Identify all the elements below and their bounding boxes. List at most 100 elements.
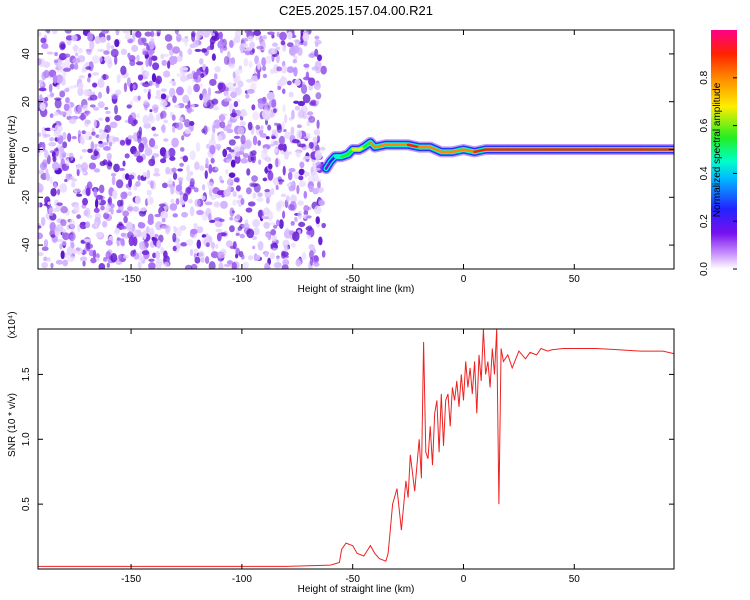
spectrogram-xtick-label: 0 (461, 274, 467, 285)
noise-blob (286, 42, 294, 48)
noise-blob (65, 97, 70, 104)
noise-blob (39, 81, 43, 87)
noise-blob (276, 31, 280, 38)
noise-blob (62, 232, 70, 241)
colorbar-tick-label: 0.0 (699, 262, 710, 276)
noise-blob (102, 220, 108, 228)
noise-blob (145, 57, 150, 68)
noise-blob (280, 193, 287, 198)
noise-blob (203, 125, 208, 135)
noise-blob (278, 135, 285, 145)
noise-blob (261, 57, 267, 67)
noise-blob (57, 61, 66, 70)
noise-blob (112, 189, 118, 200)
noise-blob (283, 113, 288, 124)
noise-blob (261, 109, 270, 120)
noise-blob (81, 67, 85, 73)
noise-blob (48, 83, 53, 93)
noise-blob (264, 251, 269, 258)
noise-blob (232, 82, 237, 87)
noise-blob (150, 37, 155, 45)
noise-blob (184, 264, 193, 269)
noise-blob (229, 225, 235, 233)
noise-blob (120, 191, 128, 200)
noise-blob (173, 104, 181, 108)
signal-trace-segment (462, 148, 476, 154)
noise-blob (122, 160, 126, 167)
noise-blob (47, 201, 51, 206)
noise-blob (233, 101, 239, 108)
noise-blob (306, 144, 310, 149)
noise-blob (253, 30, 262, 37)
noise-blob (46, 51, 54, 55)
noise-blob (114, 39, 120, 48)
noise-blob (217, 251, 226, 259)
noise-blob (170, 198, 175, 204)
noise-blob (247, 201, 256, 207)
noise-blob (155, 221, 163, 231)
noise-blob (308, 185, 314, 193)
noise-blob (288, 151, 292, 155)
noise-blob (136, 54, 140, 62)
noise-blob (295, 150, 301, 158)
noise-blob (162, 53, 170, 57)
snr-xtick-label: 50 (569, 574, 581, 585)
noise-blob (116, 179, 124, 189)
noise-blob (82, 104, 89, 112)
noise-blob (78, 75, 85, 79)
spectrogram-x-axis-label: Height of straight line (km) (298, 284, 415, 295)
noise-blob (267, 170, 274, 181)
noise-blob (136, 155, 144, 163)
noise-blob (41, 71, 47, 81)
noise-blob (283, 149, 290, 160)
noise-blob (234, 154, 241, 164)
noise-blob (54, 51, 58, 57)
noise-blob (186, 164, 190, 174)
noise-blob (90, 257, 97, 264)
noise-blob (194, 75, 202, 83)
noise-blob (266, 197, 270, 204)
noise-blob (64, 178, 68, 183)
noise-blob (246, 228, 255, 239)
noise-blob (193, 248, 199, 254)
snr-frame (37, 328, 675, 570)
noise-blob (137, 222, 146, 229)
noise-blob (163, 250, 168, 259)
noise-blob (184, 38, 189, 47)
noise-blob (144, 71, 150, 77)
noise-blob (312, 136, 318, 143)
noise-blob (60, 219, 67, 227)
noise-blob (196, 239, 201, 249)
noise-blob (65, 87, 70, 93)
noise-blob (235, 232, 240, 236)
noise-blob (214, 220, 223, 228)
noise-blob (168, 147, 176, 158)
noise-blob (312, 187, 319, 195)
noise-blob (147, 115, 156, 124)
noise-blob (133, 252, 140, 260)
noise-blob (309, 250, 314, 260)
noise-blob (163, 261, 170, 268)
noise-blob (78, 82, 84, 90)
noise-blob (198, 58, 204, 65)
noise-blob (98, 134, 105, 141)
noise-blob (89, 94, 98, 101)
noise-blob (137, 74, 144, 81)
noise-blob (120, 48, 128, 56)
noise-blob (306, 120, 311, 127)
noise-blob (135, 61, 144, 66)
noise-blob (269, 247, 278, 251)
noise-blob (49, 176, 54, 185)
noise-blob (189, 171, 194, 176)
noise-blob (111, 93, 119, 100)
noise-blob (267, 31, 275, 35)
noise-blob (114, 89, 122, 96)
noise-blob (168, 87, 176, 98)
noise-blob (48, 141, 57, 147)
noise-blob (264, 188, 270, 193)
noise-blob (212, 124, 216, 134)
noise-blob (274, 147, 278, 154)
noise-blob (308, 53, 316, 58)
noise-blob (252, 245, 256, 250)
noise-blob (172, 213, 178, 218)
